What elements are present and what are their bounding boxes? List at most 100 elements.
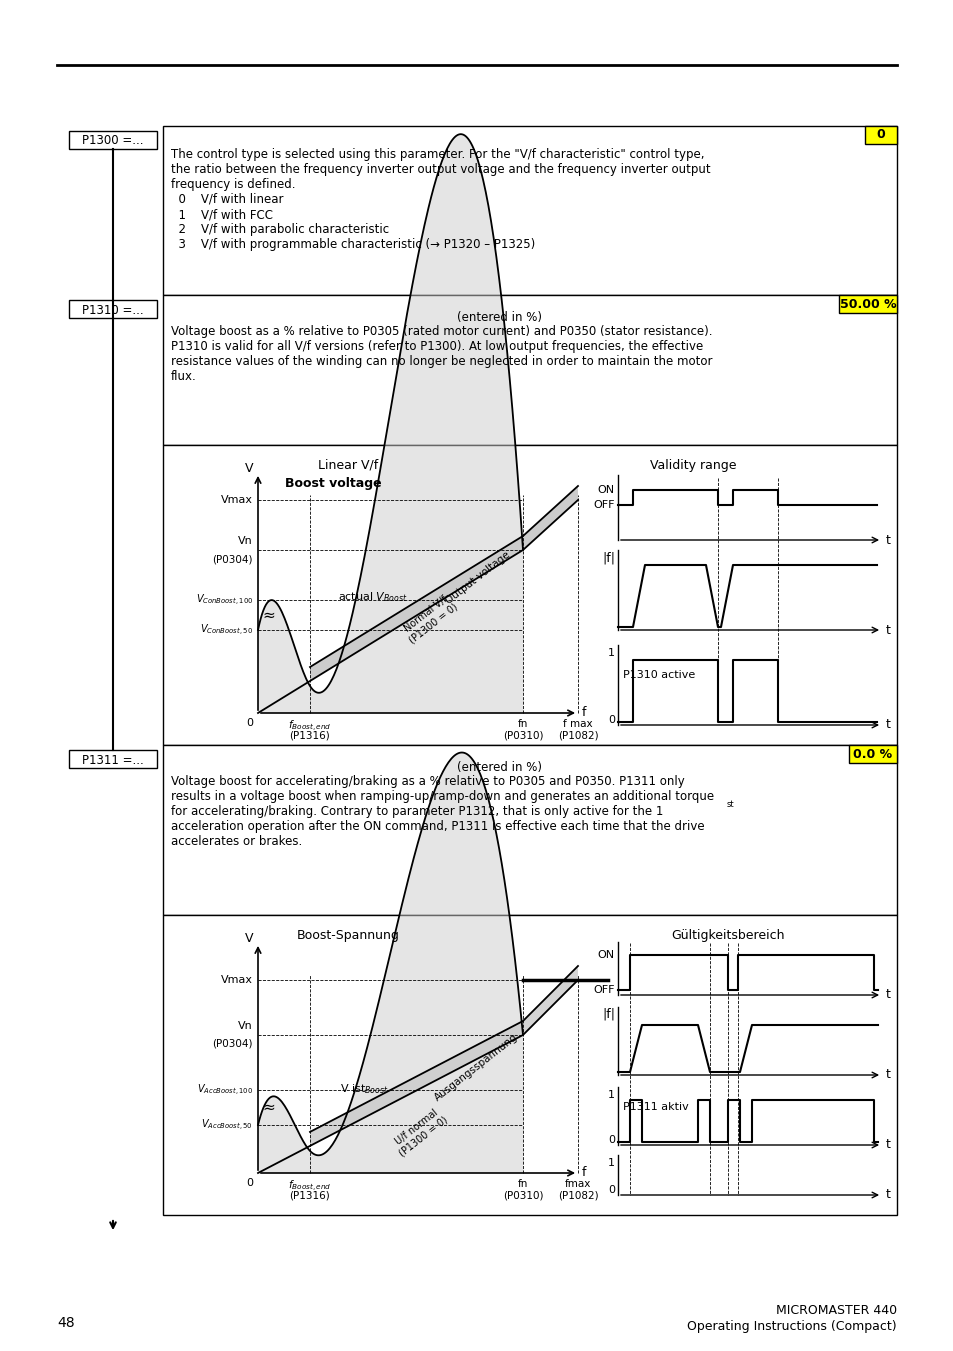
Text: 0: 0: [607, 1135, 615, 1146]
Text: V: V: [244, 932, 253, 944]
Text: $V_{AccBoost,50}$: $V_{AccBoost,50}$: [201, 1117, 253, 1132]
Text: ON: ON: [598, 485, 615, 494]
Text: (P0310): (P0310): [502, 730, 542, 740]
Text: for accelerating/braking. Contrary to parameter P1312, that is only active for t: for accelerating/braking. Contrary to pa…: [171, 805, 662, 817]
Text: ≈: ≈: [262, 608, 274, 623]
Text: Voltage boost as a % relative to P0305 (rated motor current) and P0350 (stator r: Voltage boost as a % relative to P0305 (…: [171, 326, 712, 338]
Text: frequency is defined.: frequency is defined.: [171, 178, 295, 190]
Text: 2    V/f with parabolic characteristic: 2 V/f with parabolic characteristic: [171, 223, 389, 236]
Bar: [848, 744, 896, 763]
Text: 0: 0: [876, 128, 884, 142]
Text: Boost voltage: Boost voltage: [284, 477, 381, 490]
Polygon shape: [310, 966, 578, 1146]
Text: 0.0 %: 0.0 %: [853, 747, 892, 761]
Text: (P1082): (P1082): [558, 1190, 598, 1200]
Text: ON: ON: [598, 950, 615, 961]
Text: 1: 1: [607, 648, 615, 658]
Text: 50.00 %: 50.00 %: [839, 297, 896, 311]
Text: U/f normal
(P1300 = 0): U/f normal (P1300 = 0): [390, 1105, 449, 1158]
Text: 48: 48: [57, 1316, 74, 1329]
Text: 0: 0: [246, 1178, 253, 1188]
Text: V ist$_{Boost}$: V ist$_{Boost}$: [339, 1082, 388, 1096]
Text: 1: 1: [607, 1158, 615, 1169]
Bar: [163, 444, 896, 744]
Text: P1311 aktiv: P1311 aktiv: [622, 1102, 688, 1112]
Text: (entered in %): (entered in %): [457, 311, 542, 324]
Text: t: t: [885, 1069, 890, 1082]
Text: V: V: [244, 462, 253, 476]
Text: (P1316): (P1316): [290, 1190, 330, 1200]
Bar: [163, 295, 896, 444]
Text: the ratio between the frequency inverter output voltage and the frequency invert: the ratio between the frequency inverter…: [171, 163, 710, 176]
Text: OFF: OFF: [593, 500, 615, 509]
Bar: [163, 126, 896, 295]
Text: (entered in %): (entered in %): [457, 761, 542, 774]
Text: flux.: flux.: [171, 370, 196, 382]
Text: Ausgangsspannung: Ausgangsspannung: [432, 1031, 519, 1102]
Text: Vmax: Vmax: [221, 494, 253, 505]
Text: actual $V_{Boost}$: actual $V_{Boost}$: [337, 590, 407, 604]
Text: st: st: [726, 800, 734, 809]
Text: Boost-Spannung: Boost-Spannung: [296, 929, 399, 942]
Text: P1311 =...: P1311 =...: [82, 754, 144, 766]
Text: 3    V/f with programmable characteristic (→ P1320 – P1325): 3 V/f with programmable characteristic (…: [171, 238, 535, 251]
Bar: [163, 744, 896, 915]
Text: acceleration operation after the ON command, P1311 is effective each time that t: acceleration operation after the ON comm…: [171, 820, 704, 834]
Text: $f_{Boost,end}$: $f_{Boost,end}$: [288, 719, 332, 734]
Text: accelerates or brakes.: accelerates or brakes.: [171, 835, 302, 848]
Text: 0: 0: [607, 1185, 615, 1196]
Text: f: f: [581, 707, 586, 720]
Text: (P0304): (P0304): [213, 554, 253, 563]
Text: 0    V/f with linear: 0 V/f with linear: [171, 193, 283, 205]
Text: $f_{Boost,end}$: $f_{Boost,end}$: [288, 1179, 332, 1194]
Text: 0: 0: [246, 717, 253, 728]
Text: MICROMASTER 440: MICROMASTER 440: [775, 1304, 896, 1317]
Text: results in a voltage boost when ramping-up/ramp-down and generates an additional: results in a voltage boost when ramping-…: [171, 790, 714, 802]
Text: Gültigkeitsbereich: Gültigkeitsbereich: [671, 929, 784, 942]
Text: ≈: ≈: [262, 1100, 274, 1115]
Text: |f|: |f|: [601, 553, 615, 565]
Text: Validity range: Validity range: [649, 459, 736, 471]
Text: resistance values of the winding can no longer be neglected in order to maintain: resistance values of the winding can no …: [171, 355, 712, 367]
Text: OFF: OFF: [593, 985, 615, 994]
Bar: [69, 750, 157, 767]
Text: Voltage boost for accelerating/braking as a % relative to P0305 and P0350. P1311: Voltage boost for accelerating/braking a…: [171, 775, 684, 788]
Text: 1: 1: [607, 1090, 615, 1100]
Text: Vmax: Vmax: [221, 975, 253, 985]
Text: The control type is selected using this parameter. For the "V/f characteristic" : The control type is selected using this …: [171, 149, 703, 161]
Text: (P0310): (P0310): [502, 1190, 542, 1200]
Text: 0: 0: [607, 715, 615, 725]
Text: fmax: fmax: [564, 1179, 591, 1189]
Text: P1300 =...: P1300 =...: [82, 135, 144, 147]
Bar: [69, 131, 157, 149]
Text: (P0304): (P0304): [213, 1039, 253, 1048]
Text: t: t: [885, 534, 890, 547]
Polygon shape: [257, 753, 522, 1173]
Text: fn: fn: [517, 719, 528, 730]
Text: fn: fn: [517, 1179, 528, 1189]
Text: Output voltage: Output voltage: [443, 550, 512, 607]
Text: $V_{ConBoost,100}$: $V_{ConBoost,100}$: [195, 593, 253, 608]
Bar: [69, 300, 157, 317]
Text: P1310 =...: P1310 =...: [82, 304, 144, 316]
Polygon shape: [310, 486, 578, 681]
Polygon shape: [257, 134, 522, 713]
Text: Vn: Vn: [238, 1021, 253, 1031]
Bar: [163, 915, 896, 1215]
Text: t: t: [885, 1139, 890, 1151]
Text: Linear V/f: Linear V/f: [317, 459, 377, 471]
Text: f max: f max: [562, 719, 592, 730]
Text: P1310 is valid for all V/f versions (refer to P1300). At low output frequencies,: P1310 is valid for all V/f versions (ref…: [171, 340, 702, 353]
Bar: [864, 126, 896, 145]
Text: Operating Instructions (Compact): Operating Instructions (Compact): [687, 1320, 896, 1333]
Text: (P1316): (P1316): [290, 730, 330, 740]
Text: f: f: [581, 1166, 586, 1179]
Text: t: t: [885, 1189, 890, 1201]
Text: 1    V/f with FCC: 1 V/f with FCC: [171, 208, 273, 222]
Text: Normal V/f
(P1300 = 0): Normal V/f (P1300 = 0): [399, 592, 459, 644]
Text: Vn: Vn: [238, 536, 253, 546]
Text: t: t: [885, 719, 890, 731]
Text: $V_{AccBoost,100}$: $V_{AccBoost,100}$: [196, 1082, 253, 1097]
Text: P1310 active: P1310 active: [622, 670, 695, 680]
Text: $V_{ConBoost,50}$: $V_{ConBoost,50}$: [200, 623, 253, 638]
